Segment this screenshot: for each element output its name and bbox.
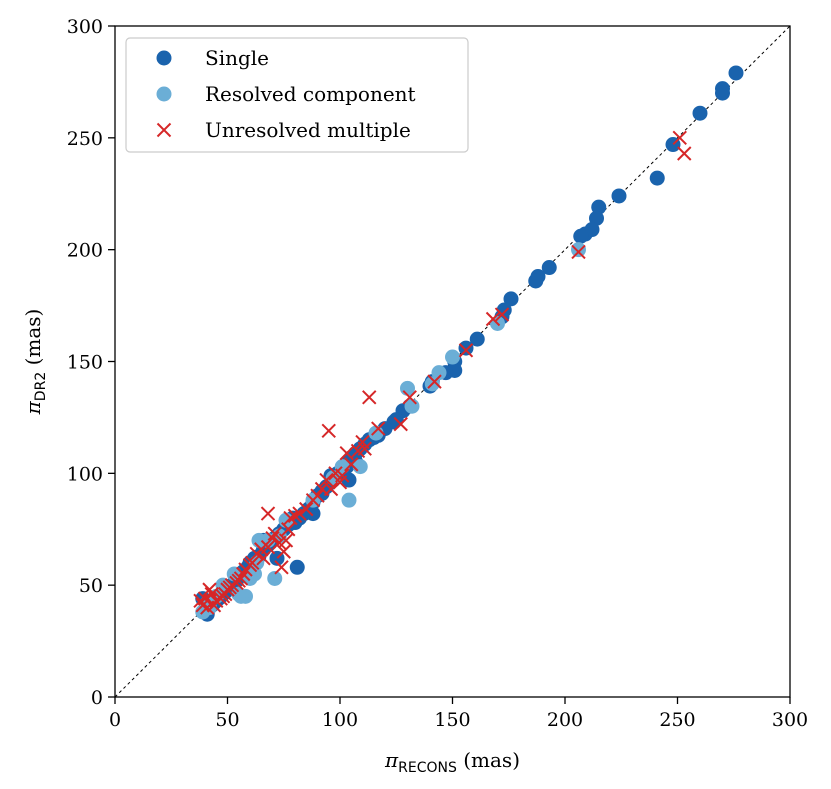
x-tick-label: 100 xyxy=(322,709,358,731)
data-point xyxy=(265,530,280,546)
data-point xyxy=(328,466,343,481)
axes: 0 50 100 150 200 250 300 0 50 100 150 200 250 300 πREC… xyxy=(21,16,808,776)
data-point xyxy=(202,582,217,597)
legend: Single Resolved component Unresolved multi… xyxy=(125,37,469,153)
data-point xyxy=(305,492,321,508)
data-point xyxy=(458,340,474,356)
data-point xyxy=(193,593,208,609)
data-point xyxy=(299,501,314,517)
data-point xyxy=(344,457,359,472)
x-tick-label: 300 xyxy=(772,709,808,731)
data-point xyxy=(272,535,287,550)
data-point xyxy=(672,130,687,146)
data-point xyxy=(368,425,384,441)
y-tick-label: 300 xyxy=(67,16,103,38)
data-point xyxy=(355,434,370,450)
data-point xyxy=(283,510,298,526)
data-point xyxy=(573,228,589,244)
data-point xyxy=(249,546,264,562)
data-point xyxy=(321,423,336,439)
legend-entry-resolved-component: Resolved component xyxy=(156,82,416,106)
data-point xyxy=(281,522,296,537)
legend-marker xyxy=(156,50,172,66)
x-axis-label: πRECONS (mas) xyxy=(384,748,520,776)
data-point xyxy=(276,544,291,559)
data-point xyxy=(339,445,354,461)
legend-entry-unresolved-multiple: Unresolved multiple xyxy=(156,118,411,142)
data-point xyxy=(242,570,258,586)
data-point xyxy=(728,65,744,81)
data-point xyxy=(649,170,665,186)
series-unresolved-multiple xyxy=(193,130,692,615)
data-point xyxy=(503,291,519,307)
data-points xyxy=(193,65,744,622)
y-tick-label: 200 xyxy=(67,240,103,262)
data-point xyxy=(445,349,460,365)
data-point xyxy=(231,586,247,602)
data-point xyxy=(350,443,366,459)
y-tick-label: 150 xyxy=(67,352,103,374)
legend-label: Unresolved multiple xyxy=(205,118,411,142)
data-point xyxy=(571,242,586,258)
data-point xyxy=(256,551,271,566)
data-point xyxy=(362,390,377,405)
data-point xyxy=(715,85,730,101)
data-point xyxy=(204,586,219,602)
data-point xyxy=(541,260,557,276)
data-point xyxy=(195,598,210,613)
data-point xyxy=(319,472,334,488)
data-point xyxy=(469,331,485,347)
data-point xyxy=(220,582,235,597)
data-point xyxy=(267,526,282,541)
data-point xyxy=(229,575,244,591)
data-point xyxy=(677,146,692,161)
y-tick-label: 0 xyxy=(91,687,103,709)
data-point xyxy=(209,593,224,609)
data-point xyxy=(236,566,251,582)
data-point xyxy=(402,390,417,405)
x-tick-label: 0 xyxy=(109,709,121,731)
data-point xyxy=(431,365,447,381)
data-point xyxy=(692,105,708,121)
legend-box xyxy=(125,37,469,153)
data-point xyxy=(267,570,283,586)
x-tick-label: 150 xyxy=(434,709,470,731)
data-point xyxy=(591,199,607,215)
data-point xyxy=(341,492,357,508)
data-point xyxy=(528,273,544,289)
data-point xyxy=(289,559,305,575)
legend-label: Resolved component xyxy=(205,82,416,106)
data-point xyxy=(571,244,586,260)
legend-marker xyxy=(156,86,172,102)
data-point xyxy=(611,188,627,204)
y-axis-label: πDR2 (mas) xyxy=(21,309,49,416)
data-point xyxy=(393,416,408,432)
data-point xyxy=(458,343,474,358)
x-tick-label: 200 xyxy=(547,709,583,731)
legend-marker xyxy=(156,122,172,138)
legend-label: Single xyxy=(205,46,269,70)
y-tick-label: 100 xyxy=(67,463,103,485)
y-tick-label: 250 xyxy=(67,128,103,150)
x-tick-label: 250 xyxy=(659,709,695,731)
data-point xyxy=(260,506,276,521)
data-point xyxy=(371,421,386,436)
data-point xyxy=(494,307,510,322)
data-point xyxy=(292,506,307,521)
data-point xyxy=(305,506,321,522)
data-point xyxy=(274,560,289,575)
data-point xyxy=(332,475,348,490)
legend-entry-single: Single xyxy=(156,46,269,70)
data-point xyxy=(323,481,339,497)
data-point xyxy=(249,555,265,571)
data-point xyxy=(427,374,442,389)
y-tick-label: 50 xyxy=(79,575,103,597)
x-tick-label: 50 xyxy=(215,709,239,731)
data-point xyxy=(287,508,303,524)
data-point xyxy=(485,311,501,327)
data-point xyxy=(238,562,253,577)
